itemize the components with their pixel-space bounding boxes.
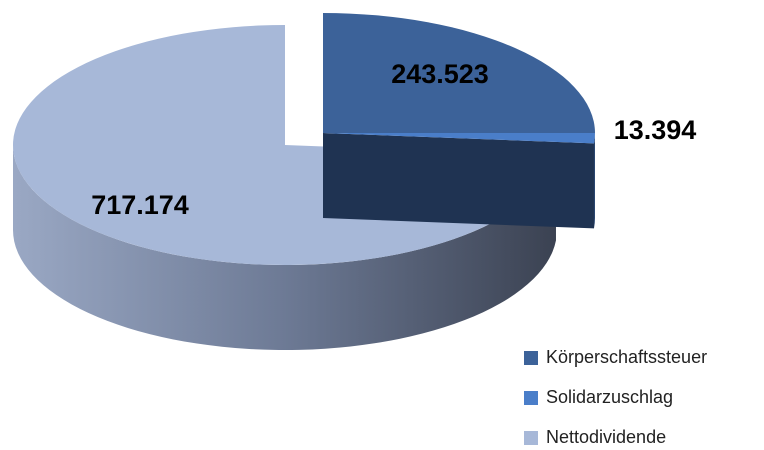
slice bbox=[323, 13, 595, 134]
data-label: 243.523 bbox=[391, 59, 489, 89]
legend-swatch bbox=[524, 391, 538, 405]
legend-label: Solidarzuschlag bbox=[546, 387, 673, 407]
legend-swatch bbox=[524, 431, 538, 445]
legend-label: Nettodividende bbox=[546, 427, 666, 447]
legend-swatch bbox=[524, 351, 538, 365]
slice-wall bbox=[323, 133, 594, 229]
data-label: 717.174 bbox=[91, 190, 189, 220]
slice-side bbox=[593, 133, 595, 229]
data-label: 13.394 bbox=[614, 115, 697, 145]
slice bbox=[323, 133, 595, 144]
legend-label: Körperschaftssteuer bbox=[546, 347, 707, 367]
slice-side bbox=[13, 145, 556, 351]
